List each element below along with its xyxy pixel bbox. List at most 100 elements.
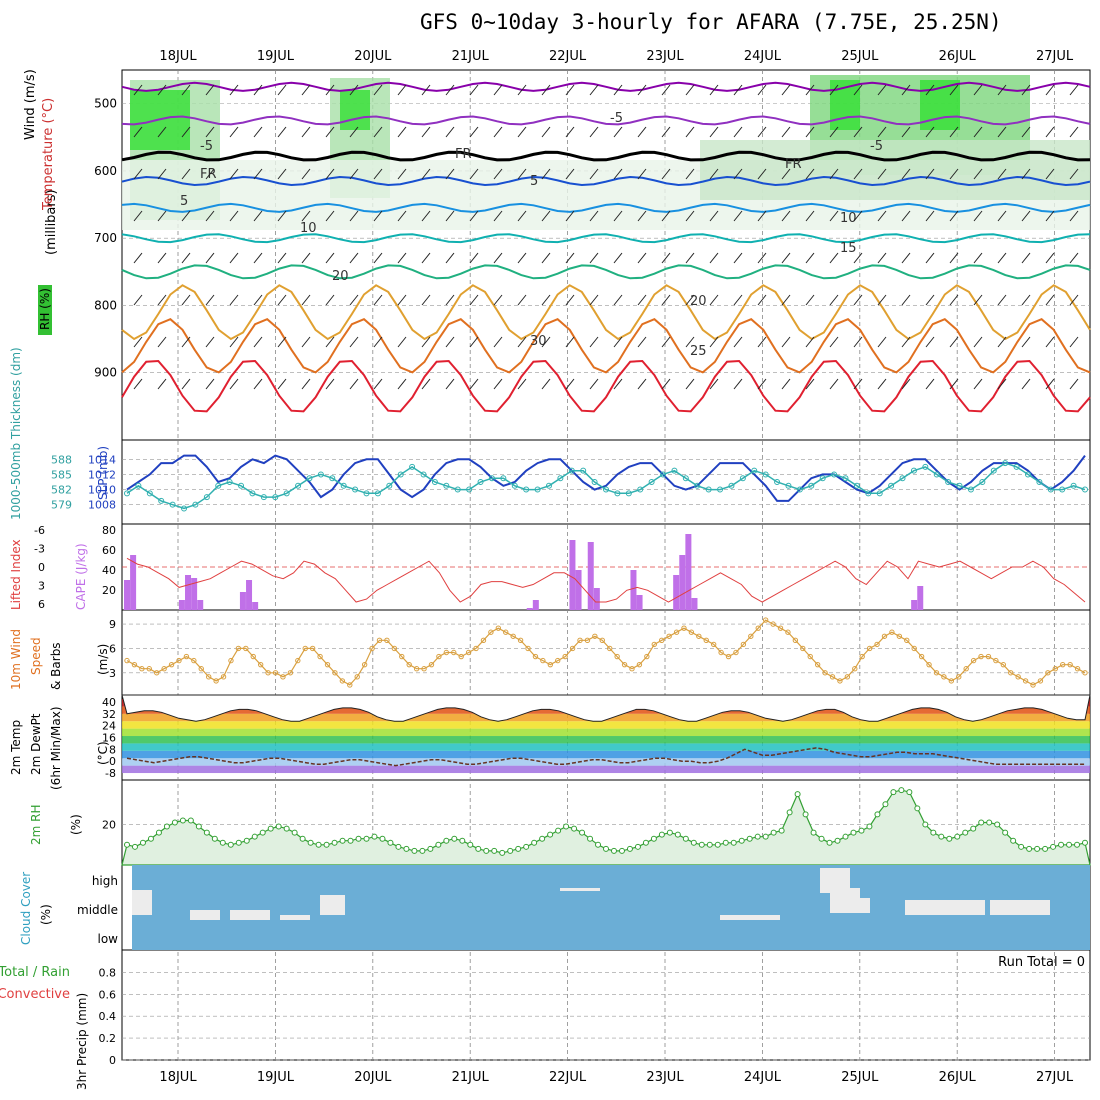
- wind-speed-point: [755, 625, 761, 631]
- cloud-block: [560, 888, 600, 891]
- cape-bar: [593, 588, 600, 610]
- rh-point: [650, 835, 657, 842]
- rh-point: [994, 821, 1001, 828]
- wind-barb: [277, 126, 287, 138]
- temp-tick: 16: [102, 732, 116, 745]
- rh-point: [682, 835, 689, 842]
- wind-barb: [757, 252, 767, 264]
- wind-barb: [541, 210, 551, 222]
- wind-barb: [637, 84, 647, 96]
- bottom-date-label: 27JUL: [1036, 1070, 1074, 1085]
- wind-barb: [397, 126, 407, 138]
- wind-barb: [877, 84, 887, 96]
- wind-barb: [541, 84, 551, 96]
- rh-point: [339, 837, 346, 844]
- rh-point: [786, 809, 793, 816]
- wind-barb: [613, 252, 623, 264]
- wind-barb: [925, 336, 935, 348]
- wind-barb: [877, 126, 887, 138]
- wind-barb: [613, 294, 623, 306]
- cape-bar: [911, 600, 918, 610]
- pressure-tick: 800: [94, 298, 117, 312]
- wind-barb: [805, 126, 815, 138]
- temp-band: [122, 736, 1090, 744]
- wind-barb: [613, 168, 623, 180]
- rh-point: [626, 845, 633, 852]
- wind-barb: [709, 210, 719, 222]
- thickness-point: [283, 490, 290, 497]
- wind-barb: [829, 252, 839, 264]
- thickness-point: [660, 471, 667, 478]
- wind-barb: [349, 378, 359, 390]
- wind-barb: [1045, 378, 1055, 390]
- wind-speed-point: [555, 657, 561, 664]
- wind-barb: [205, 126, 215, 138]
- rh-point: [1058, 841, 1065, 848]
- wind-barb: [325, 210, 335, 222]
- thickness-point: [637, 486, 644, 493]
- wind-barb: [229, 294, 239, 306]
- rh-point: [467, 841, 474, 848]
- wind-barb: [685, 252, 695, 264]
- cape-bar: [917, 586, 924, 610]
- wind-barb: [349, 336, 359, 348]
- thickness-point: [466, 486, 473, 493]
- rh-point: [890, 789, 897, 796]
- thickness-point: [762, 471, 769, 478]
- rh-point: [930, 829, 937, 836]
- precip-tick: 0: [109, 1054, 116, 1067]
- wind-barb: [1021, 210, 1031, 222]
- wind-barb: [853, 294, 863, 306]
- rh-point: [259, 829, 266, 836]
- rh-point: [267, 825, 274, 832]
- wind-barb: [205, 336, 215, 348]
- wind-barb: [397, 252, 407, 264]
- wind-barb: [925, 294, 935, 306]
- wind-barb: [589, 378, 599, 390]
- top-date-label: 27JUL: [1036, 49, 1074, 64]
- wind-barb: [421, 126, 431, 138]
- wind-speed-point: [525, 645, 531, 652]
- wind-speed-point: [391, 645, 398, 652]
- wind-barb: [493, 168, 503, 180]
- rh-point: [443, 837, 450, 844]
- wind-barb: [1045, 84, 1055, 96]
- thickness-point: [523, 486, 530, 493]
- wind-speed-point: [956, 674, 962, 680]
- rh-point: [754, 833, 761, 840]
- rh-point: [331, 839, 338, 846]
- wind-barb: [181, 126, 191, 138]
- wind-speed-point: [792, 637, 799, 644]
- wind-barb: [445, 168, 455, 180]
- wind-barb: [805, 378, 815, 390]
- rh-point: [299, 835, 306, 842]
- rh-point: [403, 845, 410, 852]
- wind-speed-point: [235, 645, 242, 652]
- rh-point: [666, 829, 673, 836]
- rh-point: [179, 817, 186, 824]
- wind-barb: [757, 210, 767, 222]
- wind-barb: [805, 294, 815, 306]
- wind-barb: [517, 168, 527, 180]
- rh-point: [323, 841, 330, 848]
- li-tick: -3: [34, 543, 45, 556]
- rh-point: [962, 829, 969, 836]
- rh-point: [235, 839, 242, 846]
- wind-barb: [1069, 294, 1079, 306]
- wind-barb: [565, 126, 575, 138]
- rh-point: [874, 811, 881, 818]
- wind-barb: [973, 168, 983, 180]
- rh-point: [203, 829, 210, 836]
- wind-barb: [1021, 294, 1031, 306]
- wind-barb: [325, 168, 335, 180]
- wind-barb: [853, 168, 863, 180]
- thickness-point: [500, 475, 507, 482]
- wind-barb: [661, 168, 671, 180]
- thickness-point: [1002, 460, 1009, 467]
- thickness-point: [979, 479, 986, 485]
- wind-speed-point: [154, 670, 160, 676]
- wind-barb: [997, 378, 1007, 390]
- wind-barb: [373, 210, 383, 222]
- rh-point: [746, 835, 753, 842]
- wind-speed-point: [309, 645, 316, 652]
